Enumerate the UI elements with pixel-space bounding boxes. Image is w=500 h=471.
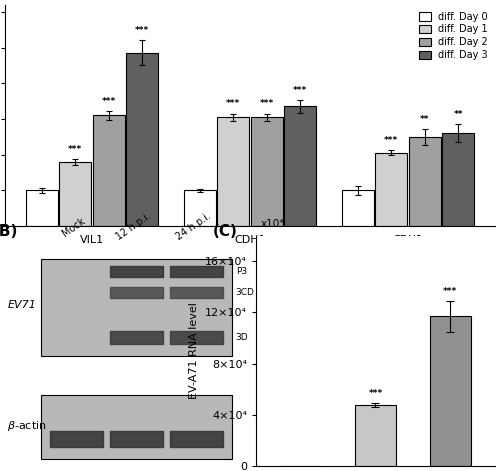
Bar xyxy=(355,405,396,466)
Bar xyxy=(251,117,282,226)
Text: (B): (B) xyxy=(0,224,18,239)
Bar xyxy=(60,162,91,226)
Text: ***: *** xyxy=(226,99,240,108)
Bar xyxy=(93,115,124,226)
Bar xyxy=(41,395,232,459)
Text: ***: *** xyxy=(68,145,82,154)
Bar xyxy=(218,117,249,226)
Text: ***: *** xyxy=(260,99,274,108)
Text: P3: P3 xyxy=(236,267,247,276)
Bar xyxy=(442,133,474,226)
Text: 3D: 3D xyxy=(236,333,248,342)
Text: 12 h p.i.: 12 h p.i. xyxy=(114,211,153,242)
Bar xyxy=(409,137,440,226)
Text: ***: *** xyxy=(102,97,116,106)
Text: ***: *** xyxy=(384,136,398,145)
Text: Mock: Mock xyxy=(60,215,87,238)
Bar xyxy=(184,190,216,226)
Text: x10⁴: x10⁴ xyxy=(261,219,284,228)
Text: ***: *** xyxy=(368,390,382,398)
Bar xyxy=(41,259,232,356)
Bar xyxy=(284,106,316,226)
Legend: diff. Day 0, diff. Day 1, diff. Day 2, diff. Day 3: diff. Day 0, diff. Day 1, diff. Day 2, d… xyxy=(417,9,490,62)
Text: $\beta$-actin: $\beta$-actin xyxy=(8,419,47,433)
Text: ***: *** xyxy=(293,86,308,95)
Bar xyxy=(126,53,158,226)
Text: 3CD: 3CD xyxy=(236,288,255,297)
Text: 24 h p.i.: 24 h p.i. xyxy=(174,211,212,242)
Text: EV71: EV71 xyxy=(8,300,36,310)
Text: **: ** xyxy=(420,114,430,123)
Bar xyxy=(26,190,58,226)
Bar xyxy=(342,190,374,226)
Bar xyxy=(376,153,407,226)
Text: ***: *** xyxy=(443,287,458,296)
Y-axis label: EV-A71 RNA level: EV-A71 RNA level xyxy=(190,302,200,399)
Text: ***: *** xyxy=(135,26,150,35)
Bar xyxy=(430,317,470,466)
Text: **: ** xyxy=(454,110,463,119)
Text: (C): (C) xyxy=(213,224,238,239)
